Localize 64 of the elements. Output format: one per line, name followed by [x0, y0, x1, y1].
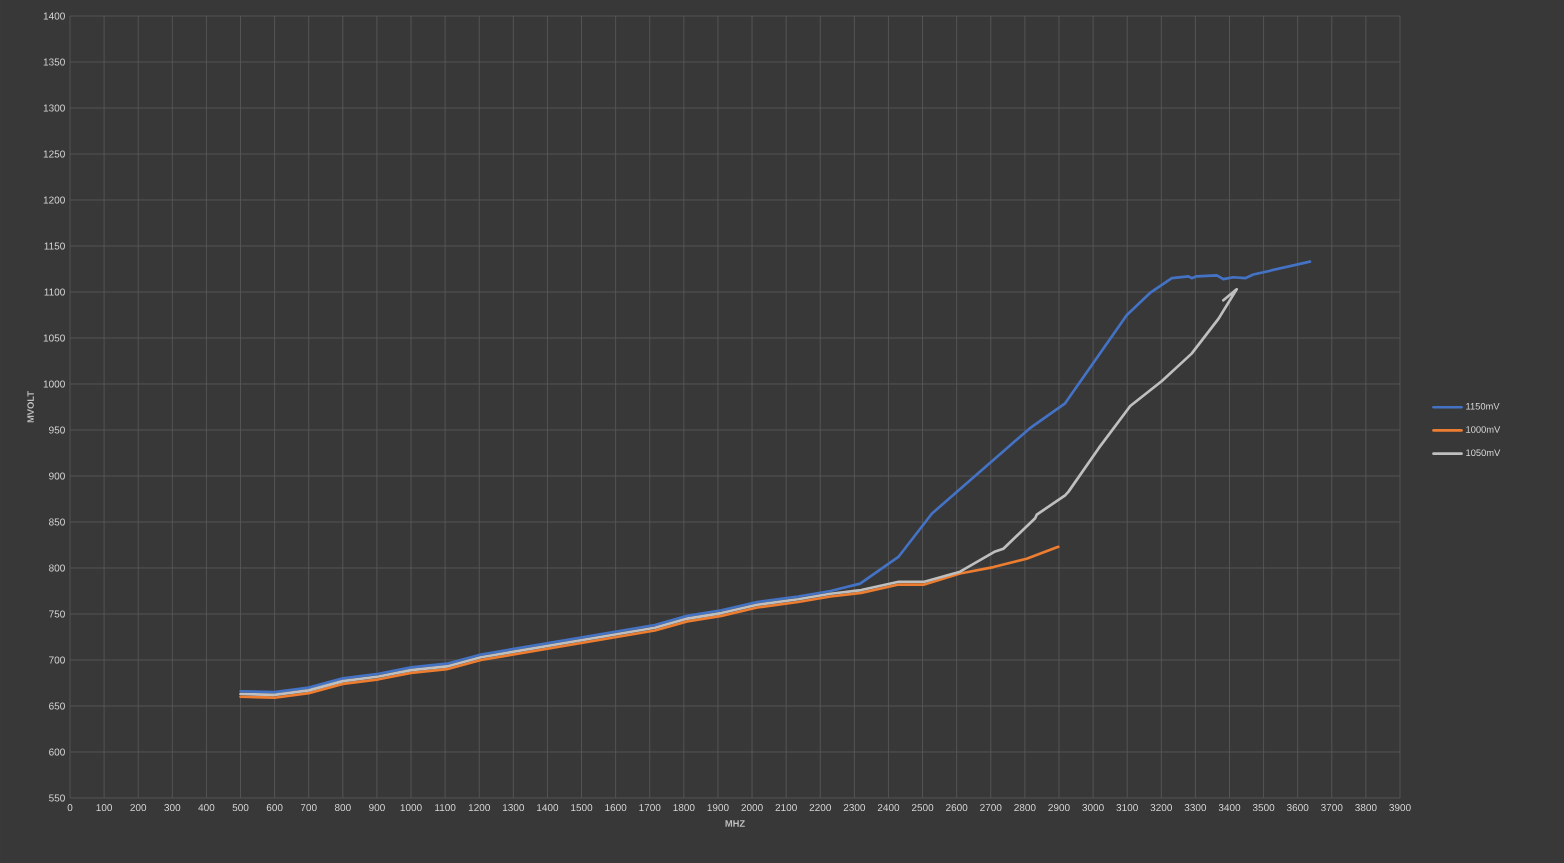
- y-tick-label: 1400: [43, 12, 65, 20]
- legend-label: 1050mV: [1466, 449, 1501, 456]
- x-tick-label: 100: [96, 804, 113, 812]
- x-tick-label: 1000: [400, 804, 422, 812]
- y-tick-label: 1100: [44, 288, 65, 296]
- x-tick-label: 3600: [1286, 804, 1309, 812]
- x-tick-label: 3800: [1355, 804, 1377, 812]
- y-tick-label: 900: [49, 472, 65, 480]
- x-tick-label: 3700: [1321, 804, 1343, 812]
- legend-label: 1000mV: [1466, 426, 1501, 433]
- y-tick-label: 600: [49, 748, 65, 756]
- x-tick-label: 400: [198, 804, 215, 812]
- y-tick-label: 1150: [44, 242, 65, 250]
- x-tick-label: 800: [334, 804, 351, 812]
- x-tick-label: 2800: [1014, 804, 1036, 812]
- x-tick-label: 1600: [605, 804, 627, 812]
- x-tick-label: 300: [164, 804, 181, 812]
- y-tick-label: 950: [49, 426, 65, 434]
- y-tick-label: 1350: [43, 58, 65, 66]
- x-tick-label: 3100: [1116, 804, 1138, 812]
- x-tick-label: 2900: [1048, 804, 1070, 812]
- x-tick-label: 1300: [502, 804, 525, 812]
- x-tick-label: 1400: [537, 804, 559, 812]
- x-tick-label: 200: [130, 804, 147, 812]
- x-tick-label: 2200: [809, 804, 831, 812]
- x-tick-label: 2500: [911, 804, 934, 812]
- y-tick-label: 550: [49, 794, 65, 802]
- y-tick-label: 1200: [43, 196, 65, 204]
- x-tick-label: 1500: [571, 804, 593, 812]
- x-tick-label: 500: [232, 804, 249, 812]
- x-tick-label: 2100: [775, 804, 797, 812]
- x-tick-label: 700: [300, 804, 317, 812]
- x-tick-label: 900: [369, 804, 385, 812]
- x-tick-label: 1200: [468, 804, 490, 812]
- x-tick-label: 1700: [639, 804, 661, 812]
- x-tick-label: 3400: [1218, 804, 1241, 812]
- y-tick-label: 650: [49, 702, 65, 710]
- y-tick-label: 1250: [43, 150, 65, 158]
- x-axis-title: MHZ: [725, 820, 745, 827]
- x-tick-label: 0: [67, 804, 73, 812]
- x-tick-label: 3300: [1184, 804, 1207, 812]
- y-tick-label: 700: [49, 656, 65, 664]
- x-tick-label: 2000: [741, 804, 763, 812]
- x-tick-label: 2700: [980, 804, 1002, 812]
- line-series: [239, 545, 1060, 700]
- y-axis-title: MVOLT: [27, 391, 34, 423]
- x-tick-label: 1900: [707, 804, 729, 812]
- x-tick-label: 3200: [1150, 804, 1173, 812]
- x-tick-label: 3900: [1389, 804, 1411, 812]
- x-tick-label: 600: [266, 804, 283, 812]
- x-tick-label: 2400: [877, 804, 900, 812]
- y-tick-label: 1300: [43, 104, 65, 112]
- x-tick-label: 3500: [1252, 804, 1275, 812]
- legend-label: 1150mV: [1466, 403, 1500, 410]
- x-tick-label: 3000: [1082, 804, 1104, 812]
- x-tick-label: 1100: [435, 804, 456, 812]
- x-tick-label: 1800: [673, 804, 695, 812]
- y-tick-label: 1000: [43, 380, 65, 388]
- y-tick-label: 1050: [43, 334, 65, 342]
- x-tick-label: 2300: [843, 804, 866, 812]
- y-tick-label: 800: [49, 564, 65, 572]
- y-tick-label: 850: [49, 518, 65, 526]
- y-tick-label: 750: [49, 610, 65, 618]
- x-tick-label: 2600: [946, 804, 968, 812]
